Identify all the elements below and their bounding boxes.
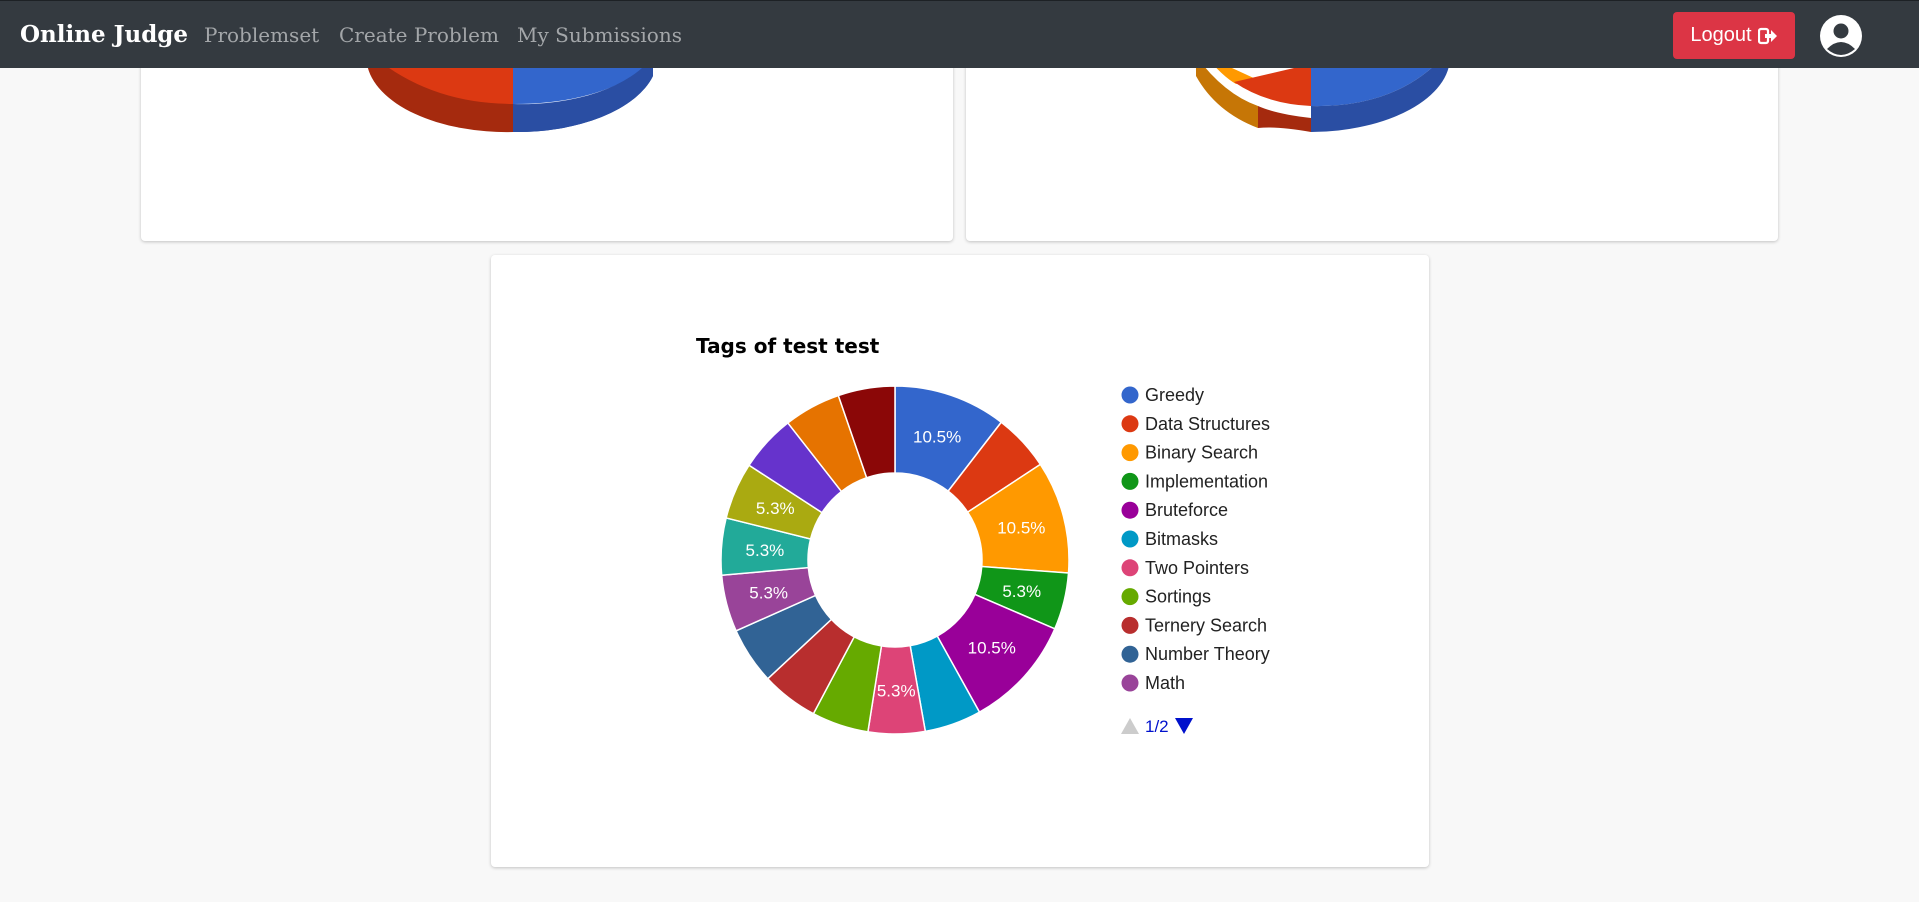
top-right-pie bbox=[1196, 56, 1451, 132]
tags-chart-card bbox=[491, 255, 1429, 867]
language-chart-card bbox=[966, 56, 1778, 241]
verdict-chart-card bbox=[141, 56, 953, 241]
logout-button[interactable]: Logout bbox=[1673, 12, 1795, 59]
nav-link-problemset[interactable]: Problemset bbox=[204, 23, 320, 47]
user-avatar-icon[interactable] bbox=[1820, 15, 1862, 57]
top-navbar: Online Judge Problemset Create Problem M… bbox=[0, 0, 1919, 68]
chart-title: Tags of test test bbox=[696, 334, 880, 358]
nav-link-create-problem[interactable]: Create Problem bbox=[339, 23, 499, 47]
top-left-pie bbox=[367, 56, 653, 133]
sign-out-icon bbox=[1757, 27, 1777, 44]
nav-link-my-submissions[interactable]: My Submissions bbox=[517, 23, 682, 47]
logout-label: Logout bbox=[1690, 24, 1752, 46]
brand-logo[interactable]: Online Judge bbox=[20, 21, 188, 48]
